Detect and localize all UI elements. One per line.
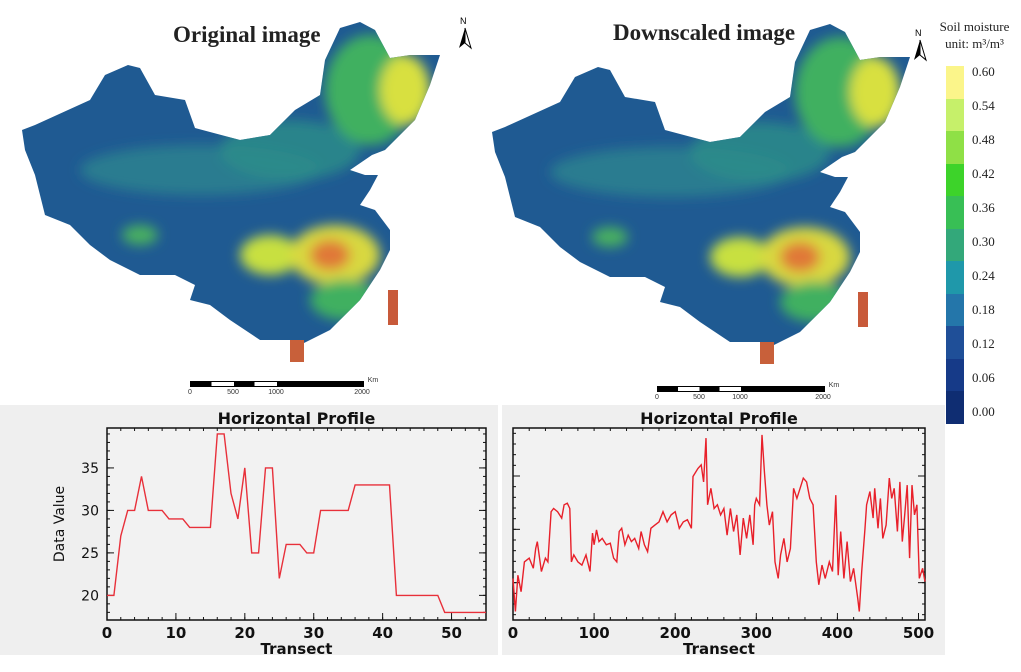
x-tick-label: 20 xyxy=(234,624,255,642)
legend-swatch xyxy=(946,358,964,391)
x-tick-label: 50 xyxy=(441,624,462,642)
legend-label: 0.30 xyxy=(972,234,995,249)
legend-label: 0.12 xyxy=(972,336,995,351)
scale-label: 500 xyxy=(693,394,705,401)
north-arrow-icon: N xyxy=(455,16,475,50)
legend-swatch xyxy=(946,131,964,164)
legend-swatch xyxy=(946,98,964,131)
legend-label: 0.36 xyxy=(972,200,995,215)
scale-label: 0 xyxy=(188,389,192,396)
profile-chart-1: 0 100 200 300 400 500 Horizontal Profile Transe… xyxy=(508,409,934,658)
profile-chart-0: 0 10 20 30 40 50 20 25 30 35 Horizontal Profile Tra… xyxy=(52,409,487,658)
scale-unit: Km xyxy=(367,377,379,384)
legend-label: 0.42 xyxy=(972,166,995,181)
original-map-title: Original image xyxy=(173,22,321,47)
original-scale-bar: 0 500 1000 2000 Km xyxy=(188,377,380,403)
legend-label: 0.00 xyxy=(972,404,995,419)
legend-label: 0.24 xyxy=(972,268,995,283)
scale-label: 1000 xyxy=(268,389,284,396)
y-tick-label: 35 xyxy=(81,461,99,477)
legend-title: Soil moisture unit: m³/m³ xyxy=(928,18,1021,52)
x-tick-label: 30 xyxy=(303,624,324,642)
legend-title-line1: Soil moisture xyxy=(939,19,1010,34)
x-tick-label: 200 xyxy=(660,624,691,642)
scale-label: 500 xyxy=(227,389,239,396)
y-tick-label: 25 xyxy=(81,546,99,562)
x-axis-label: Transect xyxy=(261,640,333,658)
north-label: N xyxy=(460,16,467,26)
x-tick-label: 100 xyxy=(578,624,609,642)
legend-label: 0.48 xyxy=(972,132,995,147)
plot-frame xyxy=(106,427,487,621)
scale-unit: Km xyxy=(828,382,840,389)
x-tick-label: 400 xyxy=(822,624,853,642)
downscaled-map-title: Downscaled image xyxy=(613,20,796,45)
chart-title: Horizontal Profile xyxy=(640,409,798,428)
chart-title: Horizontal Profile xyxy=(218,409,376,428)
legend-unit: unit: m³/m³ xyxy=(945,36,1004,51)
x-tick-label: 40 xyxy=(372,624,393,642)
legend-label: 0.18 xyxy=(972,302,995,317)
x-tick-label: 500 xyxy=(903,624,934,642)
y-tick-label: 30 xyxy=(81,503,99,519)
profile-line xyxy=(107,433,486,614)
legend-label: 0.54 xyxy=(972,98,995,113)
legend-swatch xyxy=(946,326,964,359)
y-axis-label: Data Value xyxy=(52,486,68,562)
downscaled-scale-bar: 0 500 1000 2000 Km xyxy=(655,382,847,408)
y-tick-label: 20 xyxy=(81,588,99,604)
legend-swatch xyxy=(946,261,964,294)
legend-swatch xyxy=(946,293,964,326)
legend-swatch xyxy=(946,196,964,229)
scale-label: 0 xyxy=(655,394,659,401)
scale-label: 2000 xyxy=(354,389,370,396)
x-tick-label: 10 xyxy=(165,624,186,642)
legend-swatch xyxy=(946,163,964,196)
x-tick-label: 0 xyxy=(508,624,518,642)
x-axis-label: Transect xyxy=(683,640,755,658)
legend-label: 0.06 xyxy=(972,370,995,385)
profile-line xyxy=(512,434,926,612)
x-tick-label: 300 xyxy=(741,624,772,642)
x-tick-label: 0 xyxy=(102,624,112,642)
legend-swatch xyxy=(946,66,964,99)
scale-label: 2000 xyxy=(815,394,831,401)
plot-frame xyxy=(512,427,926,621)
north-label: N xyxy=(915,28,922,38)
north-arrow-icon: N xyxy=(910,28,930,62)
legend-swatch xyxy=(946,228,964,261)
scale-label: 1000 xyxy=(732,394,748,401)
legend-label: 0.60 xyxy=(972,64,995,79)
legend-swatch xyxy=(946,391,964,424)
